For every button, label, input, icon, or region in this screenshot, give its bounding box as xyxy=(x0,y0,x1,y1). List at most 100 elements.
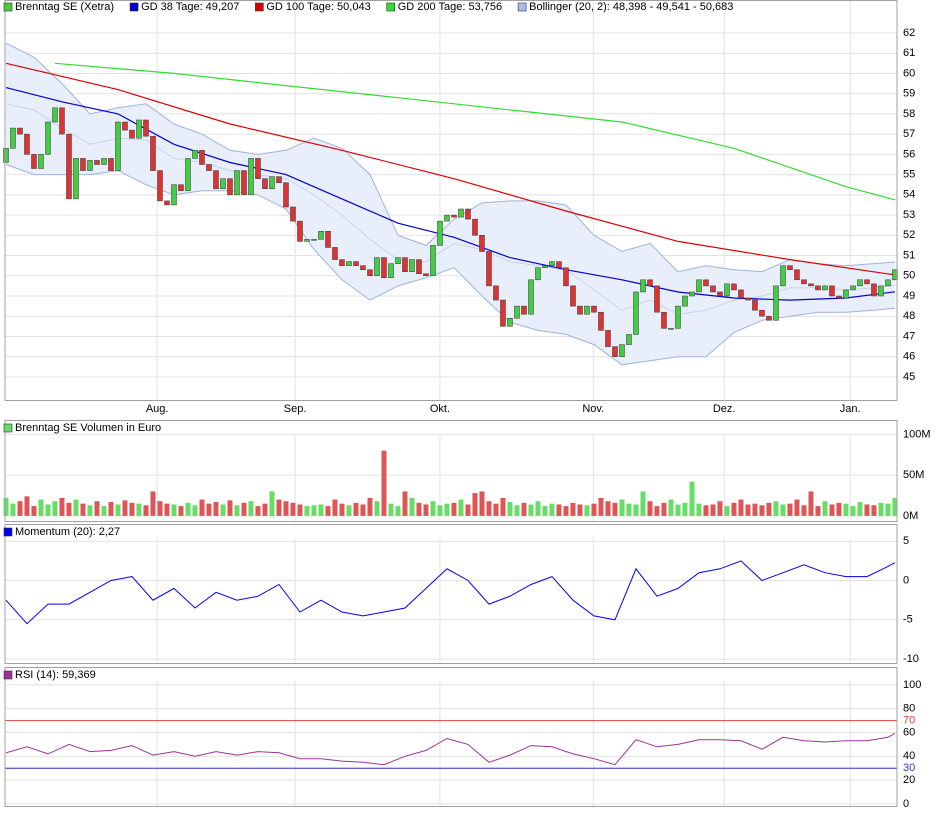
candle xyxy=(171,184,177,206)
candle xyxy=(878,285,884,297)
volume-bar xyxy=(885,503,891,516)
candle xyxy=(185,158,191,192)
volume-bar xyxy=(115,504,121,516)
volume-bar xyxy=(591,503,597,516)
volume-bar xyxy=(87,505,93,516)
volume-bar xyxy=(815,506,821,516)
candle xyxy=(10,127,16,149)
volume-bar xyxy=(857,502,863,516)
candle xyxy=(640,279,646,293)
candle xyxy=(451,214,457,218)
y-tick-label: 53 xyxy=(903,209,915,221)
volume-bar xyxy=(318,504,324,516)
candle xyxy=(374,257,380,277)
moving-average xyxy=(5,62,896,276)
y-tick-label: 100M xyxy=(903,428,931,440)
candle xyxy=(430,245,436,277)
y-tick-label: 55 xyxy=(903,169,915,181)
candle xyxy=(395,257,401,264)
candle xyxy=(647,279,653,287)
volume-bar xyxy=(647,501,653,516)
volume-bar xyxy=(80,503,86,516)
volume-bar xyxy=(283,501,289,516)
volume-bar xyxy=(311,505,317,516)
volume-bar xyxy=(766,502,772,516)
y-tick-label: 0 xyxy=(903,574,909,586)
candle xyxy=(458,208,464,218)
candle xyxy=(710,285,716,293)
candle xyxy=(45,121,51,155)
volume-bar xyxy=(164,503,170,516)
y-tick-label: 59 xyxy=(903,88,915,100)
volume-bar xyxy=(409,497,415,516)
candle xyxy=(388,263,394,279)
candle xyxy=(773,285,779,321)
legend-label: RSI (14): 59,369 xyxy=(15,669,96,681)
y-tick-label: 57 xyxy=(903,128,915,140)
candle xyxy=(626,334,632,345)
volume-bar xyxy=(773,501,779,516)
volume-bar xyxy=(836,502,842,516)
volume-bar xyxy=(332,499,338,516)
candle xyxy=(570,285,576,307)
candle xyxy=(766,315,772,321)
legend-swatch xyxy=(517,2,527,12)
candle xyxy=(59,107,65,135)
candle xyxy=(213,170,219,190)
volume-bar xyxy=(444,503,450,516)
candle xyxy=(556,261,562,268)
y-tick-label: 80 xyxy=(903,703,915,715)
volume-bar xyxy=(486,501,492,516)
candle xyxy=(332,247,338,260)
volume-bar xyxy=(3,497,9,516)
candle xyxy=(269,176,275,190)
volume-bar xyxy=(654,506,660,516)
volume-bar xyxy=(10,503,16,516)
volume-bar xyxy=(528,504,534,516)
volume-bar xyxy=(325,506,331,516)
volume-bar xyxy=(500,497,506,516)
y-tick-label: 45 xyxy=(903,371,915,383)
volume-bar xyxy=(738,499,744,516)
panel-frame xyxy=(4,524,898,664)
candle xyxy=(808,283,814,287)
candle xyxy=(157,170,163,202)
y-tick-label: 50 xyxy=(903,270,915,282)
panel: 45 46 47 48 49 50 51 52 53 54 55 56 57 58 59 60 61 62 Aug.… xyxy=(3,0,915,415)
candle xyxy=(815,285,821,291)
volume-bar xyxy=(682,502,688,516)
volume-bar xyxy=(206,503,212,516)
volume-bar xyxy=(619,499,625,516)
candle xyxy=(843,289,849,299)
candle xyxy=(668,328,674,330)
volume-bar xyxy=(668,499,674,516)
volume-bar xyxy=(339,503,345,516)
legend-label: GD 38 Tage: 49,207 xyxy=(141,1,239,13)
candle xyxy=(472,218,478,236)
candle xyxy=(318,231,324,240)
candle xyxy=(577,305,583,315)
x-tick-label: Jan. xyxy=(840,403,861,415)
y-tick-label: 60 xyxy=(903,67,915,79)
volume-bar xyxy=(171,504,177,516)
candle xyxy=(465,208,471,220)
volume-bar xyxy=(157,501,163,516)
candle xyxy=(325,231,331,248)
legend-swatch xyxy=(3,2,13,12)
y-tick-label: 52 xyxy=(903,229,915,241)
volume-bar xyxy=(892,497,898,516)
candle xyxy=(507,318,513,327)
candle xyxy=(241,170,247,196)
candle xyxy=(276,176,282,183)
candle xyxy=(738,289,744,299)
y-tick-label: 46 xyxy=(903,351,915,363)
candle xyxy=(696,279,702,293)
volume-bar xyxy=(731,502,737,516)
candle xyxy=(731,283,737,291)
volume-bar xyxy=(136,503,142,516)
volume-bar xyxy=(479,491,485,516)
volume-bar xyxy=(493,503,499,516)
volume-bar xyxy=(472,493,478,516)
y-tick-label: 48 xyxy=(903,310,915,322)
candle xyxy=(549,261,555,266)
